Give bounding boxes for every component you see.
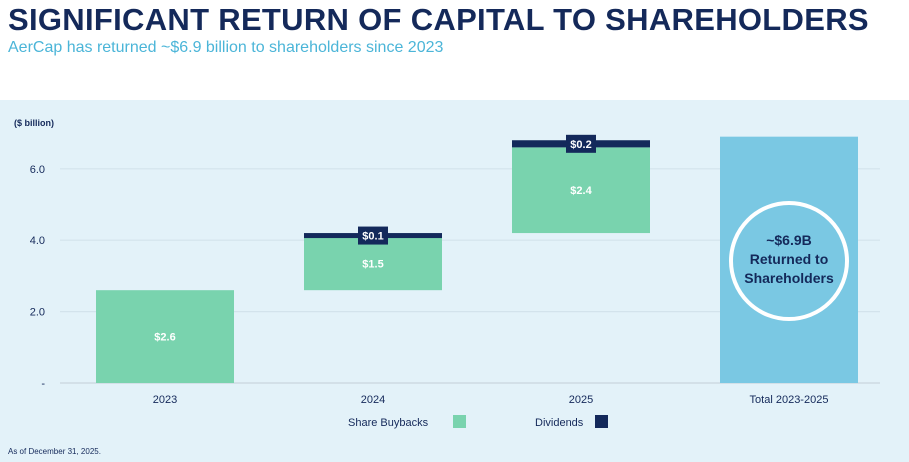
bar-share-buybacks bbox=[304, 236, 442, 291]
y-axis-label: ($ billion) bbox=[14, 118, 54, 128]
x-tick-label: 2025 bbox=[569, 394, 593, 406]
y-tick-label: 6.0 bbox=[30, 164, 45, 176]
bar-share-buybacks bbox=[96, 290, 234, 383]
bar-label-dividends: $0.1 bbox=[362, 231, 383, 243]
legend-swatch-buybacks bbox=[453, 415, 466, 428]
legend-swatch-dividends bbox=[595, 415, 608, 428]
bar-total bbox=[720, 136, 858, 383]
dividend-label-box bbox=[358, 226, 388, 245]
x-tick-label: Total 2023-2025 bbox=[750, 394, 829, 406]
total-callout-circle bbox=[729, 201, 849, 321]
total-callout-text: Returned to bbox=[750, 251, 829, 267]
x-tick-label: 2023 bbox=[153, 394, 177, 406]
x-tick-label: 2024 bbox=[361, 394, 385, 406]
page-title: SIGNIFICANT RETURN OF CAPITAL TO SHAREHO… bbox=[8, 2, 869, 37]
bar-label-buybacks: $2.4 bbox=[570, 185, 592, 197]
bar-label-buybacks: $2.6 bbox=[154, 332, 175, 344]
y-tick-label: 2.0 bbox=[30, 307, 45, 319]
total-callout-text: ~$6.9B bbox=[766, 232, 812, 248]
bar-share-buybacks bbox=[512, 147, 650, 234]
legend-label-buybacks: Share Buybacks bbox=[348, 417, 429, 429]
total-callout-text: Shareholders bbox=[744, 270, 834, 286]
legend-label-dividends: Dividends bbox=[535, 417, 584, 429]
footnote: As of December 31, 2025. bbox=[8, 447, 101, 456]
y-tick-label: 4.0 bbox=[30, 235, 45, 247]
bar-label-dividends: $0.2 bbox=[570, 139, 591, 151]
y-tick-label: - bbox=[41, 378, 45, 390]
page-subtitle: AerCap has returned ~$6.9 billion to sha… bbox=[8, 39, 444, 56]
bar-label-buybacks: $1.5 bbox=[362, 258, 383, 270]
dividend-label-box bbox=[566, 134, 596, 153]
